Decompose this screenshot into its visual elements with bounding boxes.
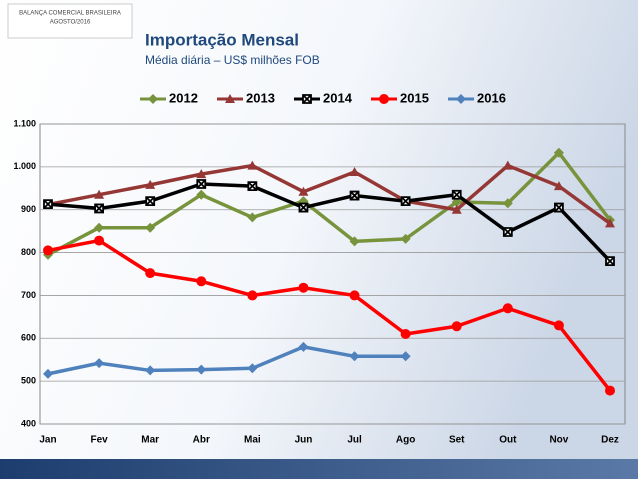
marker: [451, 321, 462, 332]
marker: [349, 236, 360, 247]
marker: [196, 364, 207, 375]
marker: [148, 94, 158, 104]
marker: [502, 303, 513, 314]
legend-label: 2015: [400, 90, 429, 105]
legend-label: 2012: [169, 90, 198, 105]
marker: [196, 179, 207, 189]
marker: [196, 169, 207, 179]
marker: [605, 385, 615, 396]
marker: [196, 276, 207, 287]
marker: [400, 351, 411, 362]
marker: [298, 202, 309, 213]
marker: [553, 147, 564, 158]
plot: 400 500 600 700 800 900 1.000 1.100 Jan Fev Mar Abr…: [13, 90, 626, 446]
marker: [94, 222, 105, 233]
marker: [349, 290, 360, 301]
marker: [349, 167, 360, 176]
series-line: [47, 182, 612, 263]
series-line: [47, 345, 406, 376]
marker: [145, 179, 156, 189]
marker: [247, 290, 258, 301]
marker: [298, 186, 309, 196]
marker: [145, 365, 156, 376]
series-line: [47, 163, 612, 225]
marker: [605, 218, 615, 228]
marker: [145, 268, 156, 279]
chart-title: Importação Mensal: [145, 30, 299, 49]
legend-label: 2016: [477, 90, 506, 105]
marker: [400, 196, 411, 207]
marker: [502, 160, 513, 170]
x-tick-label: Abr: [193, 435, 210, 446]
marker: [502, 227, 513, 237]
marker: [43, 199, 53, 210]
y-tick-label: 1.100: [13, 118, 36, 128]
date: AGOSTO/2016: [50, 20, 91, 26]
marker: [298, 341, 309, 352]
x-tick-label: Jul: [347, 435, 362, 446]
x-tick-label: Jun: [295, 435, 313, 446]
marker: [298, 282, 309, 293]
marker: [400, 329, 411, 339]
x-tick-label: Set: [449, 435, 465, 446]
y-tick-label: 800: [21, 247, 36, 257]
x-tick-label: Fev: [90, 435, 108, 446]
footer-band: [0, 459, 638, 479]
y-tick-label: 400: [21, 418, 36, 428]
marker: [451, 189, 462, 200]
chart-subtitle: Média diária – US$ milhões FOB: [145, 53, 320, 67]
marker: [94, 203, 104, 214]
y-tick-label: 700: [21, 290, 36, 300]
marker: [554, 202, 564, 213]
y-tick-label: 500: [21, 376, 36, 386]
marker: [94, 358, 105, 369]
series-line: [47, 238, 612, 392]
legend-label: 2014: [323, 90, 353, 105]
marker: [145, 196, 156, 207]
marker: [247, 363, 258, 374]
legend-label: 2013: [246, 90, 275, 105]
marker: [553, 181, 564, 191]
marker: [605, 256, 615, 267]
marker: [400, 233, 411, 244]
header-box: [7, 3, 133, 39]
x-tick-label: Mar: [141, 435, 159, 446]
org: BALANÇA COMERCIAL BRASILEIRA: [19, 11, 121, 17]
marker: [247, 212, 258, 223]
marker: [451, 204, 462, 214]
marker: [502, 198, 513, 209]
marker: [43, 245, 53, 256]
marker: [456, 94, 466, 104]
x-tick-label: Out: [499, 435, 517, 446]
marker: [196, 189, 207, 200]
marker: [247, 181, 258, 192]
marker: [553, 320, 564, 331]
y-tick-label: 1.000: [13, 161, 36, 171]
marker: [349, 351, 360, 362]
x-tick-label: Mai: [244, 435, 261, 446]
marker: [379, 94, 389, 104]
x-tick-label: Dez: [601, 435, 619, 446]
x-tick-label: Jan: [39, 435, 56, 446]
series-line: [47, 150, 612, 257]
y-tick-label: 900: [21, 204, 36, 214]
marker: [247, 160, 258, 170]
marker: [94, 235, 105, 246]
y-tick-label: 600: [21, 333, 36, 343]
x-tick-label: Ago: [396, 435, 415, 446]
marker: [43, 368, 53, 379]
marker: [349, 190, 360, 201]
marker: [145, 222, 156, 233]
marker: [94, 189, 105, 199]
marker: [302, 94, 312, 104]
x-tick-label: Nov: [549, 435, 568, 446]
marker: [225, 94, 235, 103]
